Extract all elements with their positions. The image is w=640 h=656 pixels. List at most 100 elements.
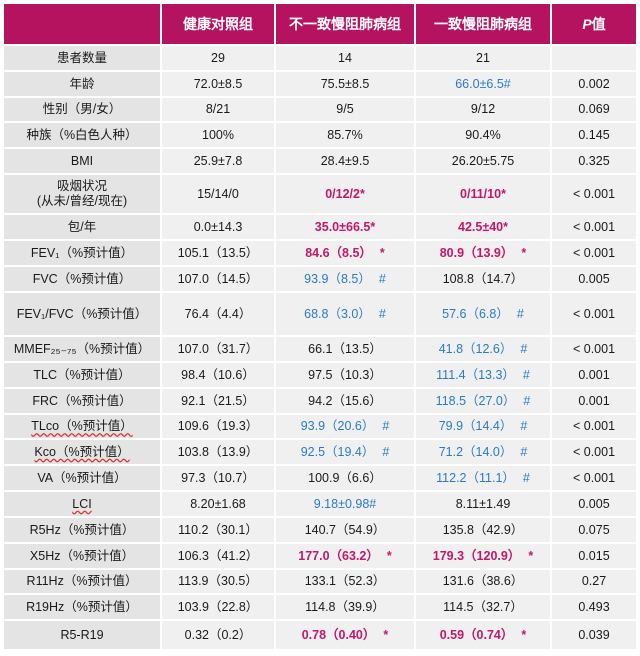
cell-discordant-copd: 28.4±9.5 xyxy=(274,147,416,175)
row-label: FRC（%预计值） xyxy=(2,387,162,415)
cell-healthy-control: 92.1（21.5） xyxy=(160,387,276,415)
cell-p-value-value: 0.145 xyxy=(578,127,610,142)
row-label: R11Hz（%预计值） xyxy=(2,568,162,595)
cell-discordant-copd: 177.0（63.2） * xyxy=(274,542,416,570)
cell-concordant-copd: 118.5（27.0） # xyxy=(414,387,552,415)
cell-discordant-copd-value: 97.5（10.3） xyxy=(308,367,382,382)
row-label: FEV₁/FVC（%预计值） xyxy=(2,291,162,337)
cell-discordant-copd-value: 9.18±0.98# xyxy=(313,496,377,511)
cell-concordant-copd: 8.11±1.49 xyxy=(414,490,552,518)
cell-p-value-value: 0.015 xyxy=(578,548,610,563)
cell-healthy-control: 113.9（30.5） xyxy=(160,568,276,595)
header-p-suffix: 值 xyxy=(591,16,606,32)
cell-concordant-copd-value: 80.9（13.9） xyxy=(439,245,514,260)
cell-discordant-copd-value: 133.1（52.3） xyxy=(304,574,386,588)
cell-healthy-control-value: 15/14/0 xyxy=(197,186,239,201)
cell-discordant-copd-value: 177.0（63.2） xyxy=(298,548,379,563)
cell-discordant-copd: 94.2（15.6） xyxy=(274,387,416,415)
cell-concordant-copd: 21 xyxy=(414,44,552,72)
cell-concordant-copd: 135.8（42.9） xyxy=(414,516,552,544)
cell-concordant-copd: 79.9（14.4） # xyxy=(414,413,552,440)
cell-p-value: 0.493 xyxy=(550,593,638,621)
cell-discordant-copd: 92.5（19.4） # xyxy=(274,438,416,466)
row-label-text: R19Hz（%预计值） xyxy=(26,599,138,614)
cell-concordant-copd-marker: * xyxy=(528,548,534,563)
row-label-text: 吸烟状况 xyxy=(56,179,107,193)
cell-discordant-copd-value: 93.9（20.6） xyxy=(300,419,375,433)
cell-healthy-control: 103.8（13.9） xyxy=(160,438,276,466)
cell-p-value: < 0.001 xyxy=(550,213,638,241)
row-label-sub: (从未/曾经/现在) xyxy=(36,194,128,208)
header-p-value: P值 xyxy=(550,2,638,46)
cell-concordant-copd: 9/12 xyxy=(414,96,552,123)
cell-p-value-value: < 0.001 xyxy=(572,419,616,433)
cell-discordant-copd-value: 114.8（39.9） xyxy=(305,599,385,614)
cell-concordant-copd: 42.5±40* xyxy=(414,213,552,241)
cell-p-value-value: 0.069 xyxy=(578,102,610,116)
cell-p-value: 0.015 xyxy=(550,542,638,570)
table-row: 患者数量 29 14 21 xyxy=(2,44,638,72)
cell-healthy-control: 105.1（13.5） xyxy=(160,239,276,267)
table-row: 性别（男/女） 8/21 9/5 9/12 0.069 xyxy=(2,96,638,123)
header-p-letter: P xyxy=(582,16,592,32)
cell-p-value-value: 0.001 xyxy=(578,367,610,382)
row-label: 吸烟状况 (从未/曾经/现在) xyxy=(2,173,162,215)
cell-discordant-copd: 85.7% xyxy=(274,121,416,149)
cell-discordant-copd-marker: # xyxy=(378,306,386,321)
cell-p-value-value: < 0.001 xyxy=(572,186,616,201)
cell-p-value-value: 0.005 xyxy=(578,496,610,511)
cell-discordant-copd-value: 75.5±8.5 xyxy=(320,76,370,91)
cell-discordant-copd-marker: * xyxy=(379,245,385,260)
cell-discordant-copd-value: 0.78（0.40） xyxy=(301,627,376,642)
row-label: TLco（%预计值） xyxy=(2,413,162,440)
cell-p-value: 0.005 xyxy=(550,490,638,518)
row-label-text: R11Hz（%预计值） xyxy=(26,574,138,588)
cell-discordant-copd: 75.5±8.5 xyxy=(274,70,416,98)
cell-healthy-control-value: 103.8（13.9） xyxy=(177,444,259,459)
row-label: FEV₁（%预计值） xyxy=(2,239,162,267)
cell-concordant-copd-value: 90.4% xyxy=(465,127,501,142)
cell-healthy-control-value: 107.0（14.5） xyxy=(177,271,259,286)
cell-healthy-control: 15/14/0 xyxy=(160,173,276,215)
cell-healthy-control: 109.6（19.3） xyxy=(160,413,276,440)
table-row: FRC（%预计值） 92.1（21.5） 94.2（15.6） 118.5（27.0）… xyxy=(2,387,638,415)
cell-discordant-copd-value: 92.5（19.4） xyxy=(300,444,375,459)
cell-discordant-copd-marker: * xyxy=(386,548,392,563)
row-label-text: 性别（男/女） xyxy=(42,102,122,116)
cell-concordant-copd-marker: # xyxy=(523,393,531,408)
row-label-text: 种族（%白色人种） xyxy=(26,127,138,142)
cell-p-value-value: < 0.001 xyxy=(572,306,616,321)
cell-healthy-control: 25.9±7.8 xyxy=(160,147,276,175)
cell-p-value-value: 0.005 xyxy=(578,271,610,286)
row-label-text: 包/年 xyxy=(67,219,97,234)
cell-healthy-control-value: 110.2（30.1） xyxy=(178,522,258,537)
cell-healthy-control-value: 98.4（10.6） xyxy=(181,367,255,382)
cell-concordant-copd-value: 0/11/10* xyxy=(460,186,506,201)
row-label-text: FRC（%预计值） xyxy=(32,393,132,408)
cell-healthy-control-value: 0.0±14.3 xyxy=(193,219,243,234)
cell-concordant-copd-value: 9/12 xyxy=(470,102,496,116)
row-label-text: FEV₁（%预计值） xyxy=(30,245,134,260)
cell-concordant-copd-value: 21 xyxy=(476,50,490,65)
cell-p-value: 0.001 xyxy=(550,387,638,415)
cell-healthy-control: 98.4（10.6） xyxy=(160,361,276,389)
table-row: R5-R19 0.32（0.2） 0.78（0.40） * 0.59（0.74） * 0.0… xyxy=(2,619,638,651)
cell-concordant-copd: 66.0±6.5# xyxy=(414,70,552,98)
table-row: TLco（%预计值） 109.6（19.3） 93.9（20.6） #79.9（14.… xyxy=(2,413,638,440)
row-label-text: LCI xyxy=(72,496,92,511)
cell-healthy-control: 76.4（4.4） xyxy=(160,291,276,337)
cell-healthy-control-value: 109.6（19.3） xyxy=(177,419,259,433)
cell-concordant-copd: 71.2（14.0） # xyxy=(414,438,552,466)
row-label: R5-R19 xyxy=(2,619,162,651)
row-label-text: MMEF₂₅₋₇₅（%预计值） xyxy=(13,341,151,356)
cell-concordant-copd-value: 114.5（32.7） xyxy=(443,599,523,614)
cell-discordant-copd-value: 0/12/2* xyxy=(325,186,365,201)
cell-concordant-copd-value: 135.8（42.9） xyxy=(442,522,524,537)
cell-p-value: < 0.001 xyxy=(550,291,638,337)
header-row: 健康对照组 不一致慢阻肺病组 一致慢阻肺病组 P值 xyxy=(2,2,638,46)
cell-concordant-copd-value: 41.8（12.6） xyxy=(438,341,513,356)
cell-healthy-control-value: 107.0（31.7） xyxy=(177,341,259,356)
table-row: 包/年 0.0±14.3 35.0±66.5* 42.5±40* < 0.001 xyxy=(2,213,638,241)
row-label: Kco（%预计值） xyxy=(2,438,162,466)
